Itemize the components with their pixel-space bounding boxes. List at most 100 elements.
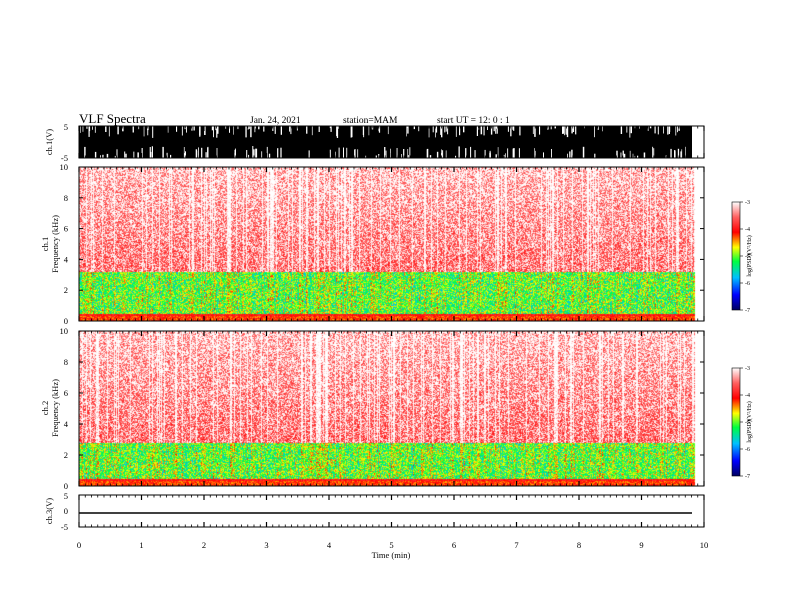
ch1-waveform-gap: [455, 155, 457, 158]
ch2-spectrogram-label: ch.2: [40, 401, 50, 415]
ch2-freq-tick-label: 8: [64, 357, 68, 367]
ch1-waveform-gap: [378, 126, 380, 132]
ch1-waveform-gap: [539, 126, 541, 135]
ch1-waveform-gap: [250, 126, 252, 138]
ch1-waveform-gap: [308, 150, 310, 158]
ch1-waveform-gap: [440, 126, 442, 135]
colorbar-tick-label: -4: [745, 393, 750, 399]
ch1-waveform-gap: [629, 126, 631, 138]
ch1-waveform-gap: [572, 126, 575, 132]
ch1-waveform-gap: [470, 146, 472, 158]
ch1-waveform-gap: [569, 151, 571, 158]
ch2-freq-ticks: 0 2 4 6 8 10: [60, 326, 704, 491]
ch3-ytick-bottom: -5: [61, 522, 68, 532]
time-tick-label: 7: [514, 540, 518, 550]
ch1-waveform-gap: [407, 155, 409, 158]
time-axis-label: Time (min): [372, 550, 411, 560]
ch1-waveform-gap: [235, 148, 236, 158]
ch1-waveform-gap: [335, 151, 336, 158]
ch1-waveform-gap: [476, 126, 478, 136]
ch1-waveform-gap: [351, 126, 353, 138]
ch1-spectrogram-panel: 0 2 4 6 8 10 ch.1 Frequency (kHz): [40, 162, 705, 326]
ch1-freq-tick-label: 8: [64, 193, 68, 203]
ch1-waveform-gap: [277, 148, 279, 158]
ch1-waveform-gap: [685, 146, 686, 158]
ch1-waveform-gap: [245, 126, 247, 138]
ch1-waveform-gap: [670, 148, 672, 158]
time-tick-label: 10: [700, 540, 709, 550]
ch1-ytick-top: 5: [64, 122, 68, 132]
ch1-waveform-gap: [632, 153, 634, 158]
ch1-waveform-gap: [652, 146, 654, 158]
ch1-waveform-gap: [519, 126, 521, 136]
ch1-waveform-gap: [336, 126, 337, 137]
ch1-waveform-gap: [490, 126, 493, 135]
ch1-waveform-gap: [396, 148, 398, 158]
ch1-waveform-gap: [602, 126, 603, 132]
ch1-waveform-gap: [329, 126, 331, 129]
ch2-colorbar-ticks: -3 -4 -5 -6 -7: [740, 366, 750, 480]
ch1-waveform-gap: [681, 149, 683, 158]
ch1-waveform-gap: [442, 150, 444, 158]
ch1-waveform-gap: [493, 126, 495, 132]
ch1-spectrogram-label: ch.1: [40, 237, 50, 251]
ch1-waveform-gap: [428, 126, 430, 138]
ch1-waveform-gap: [296, 126, 298, 131]
ch1-waveform-gap: [550, 126, 552, 130]
ch1-waveform-gap: [234, 150, 236, 158]
ch1-waveform-gap: [582, 146, 585, 158]
ch1-waveform-gap: [629, 150, 631, 158]
ch1-waveform-gap: [445, 150, 447, 158]
ch1-waveform-gap: [534, 148, 535, 158]
ch1-waveform-gap: [667, 126, 669, 135]
ch3-ytick-mid: 0: [64, 506, 68, 516]
ch1-waveform-gap: [480, 126, 483, 135]
ch1-waveform-gap: [233, 126, 234, 135]
ch1-waveform-gap: [594, 153, 596, 158]
ch1-waveform-gap: [675, 126, 677, 136]
ch1-waveform-gap: [496, 126, 498, 129]
ch1-waveform-gap: [196, 150, 198, 158]
ch1-waveform-gap: [82, 126, 84, 132]
ch1-waveform-gap: [338, 126, 339, 129]
ch1-waveform-trace: [79, 126, 692, 158]
ch1-waveform-gap: [639, 126, 640, 129]
ch1-waveform-gap: [147, 126, 149, 136]
ch1-spectrogram-image: [79, 167, 704, 321]
ch1-waveform-gap: [254, 126, 256, 133]
ch1-waveform-gap: [566, 126, 569, 138]
ch1-waveform-gap: [198, 147, 199, 158]
ch1-waveform-gap: [191, 126, 193, 131]
ch1-waveform-gap: [387, 126, 389, 135]
ch1-waveform-gap: [149, 147, 151, 158]
colorbar-tick-label: -3: [745, 366, 750, 372]
ch1-waveform-gap: [108, 126, 110, 137]
ch1-waveform-gap: [403, 149, 405, 158]
ch1-waveform-gap: [653, 148, 655, 158]
colorbar-tick-label: -6: [745, 447, 750, 453]
ch1-freq-tick-label: 10: [60, 162, 69, 172]
ch1-colorbar-ticks: -3 -4 -5 -6 -7: [740, 200, 750, 314]
ch1-waveform-gap: [229, 126, 230, 133]
ch1-frequency-axis-label: Frequency (kHz): [50, 215, 60, 273]
start-time-label: start UT = 12: 0 : 1: [437, 116, 510, 126]
ch1-waveform-gap: [626, 126, 628, 133]
ch1-waveform-gap: [248, 154, 250, 158]
ch1-waveform-gap: [289, 126, 291, 132]
time-axis-ticks: [78, 126, 705, 527]
ch1-waveform-gap: [647, 126, 649, 131]
ch1-waveform-gap: [329, 149, 331, 158]
ch1-waveform-gap: [141, 148, 143, 158]
ch1-waveform-gap: [205, 152, 207, 158]
ch1-waveform-gap: [563, 126, 564, 134]
ch1-waveform-gap: [181, 126, 183, 136]
ch1-waveform-gap: [497, 147, 499, 158]
ch1-waveform-gap: [622, 150, 624, 158]
ch1-waveform-gap: [575, 126, 577, 135]
ch1-ytick-bottom: -5: [61, 153, 68, 163]
time-tick-label: 3: [264, 540, 268, 550]
ch1-waveform-gap: [216, 126, 218, 138]
colorbar-tick-label: -7: [745, 308, 750, 314]
ch1-waveform-gap: [350, 126, 352, 138]
